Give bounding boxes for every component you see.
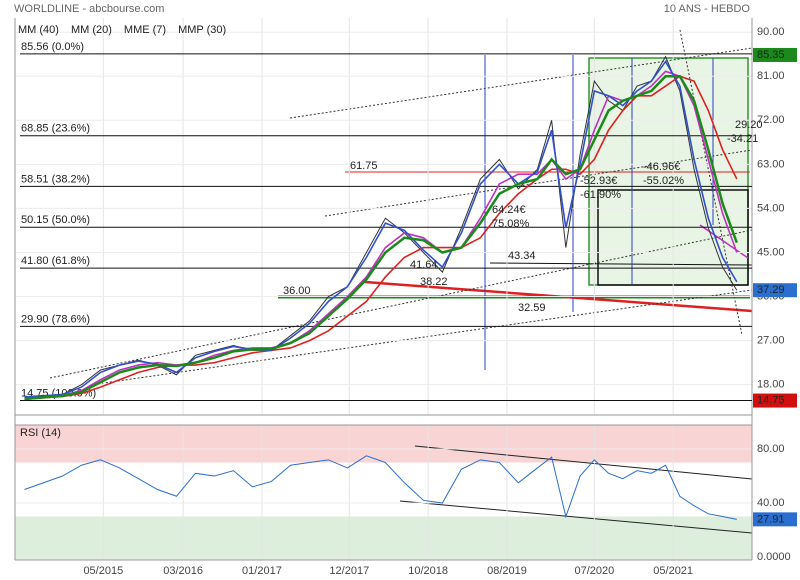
annotation: -46.96€ — [643, 161, 680, 173]
price-tag-label: 27.91 — [757, 513, 785, 525]
y-tick-label: 81.00 — [757, 70, 785, 82]
price-tag — [753, 47, 797, 62]
chart-subtitle: 10 ANS - HEBDO — [664, 3, 751, 15]
y-tick-label: 40.00 — [757, 497, 785, 509]
fib-label: 58.51 (38.2%) — [21, 173, 90, 185]
x-tick-label: 05/2015 — [83, 565, 123, 577]
axes — [14, 18, 753, 561]
y-tick-label: 18.00 — [757, 379, 785, 391]
legend-entry: MME (7) — [124, 24, 166, 36]
legend-entry: MMP (30) — [178, 24, 226, 36]
annotation: -55.02% — [643, 175, 684, 187]
chart-title: WORLDLINE - abcbourse.com — [14, 3, 164, 15]
annotation: 43.34 — [508, 250, 536, 262]
price-tag-label: 14.75 — [757, 394, 785, 406]
legend-entry: MM (20) — [71, 24, 112, 36]
rsi-title: RSI (14) — [20, 427, 61, 439]
annotation: -52.93€ — [580, 175, 617, 187]
drawings — [15, 18, 753, 560]
price-tag — [753, 512, 797, 527]
price-tag-label: 37.29 — [757, 284, 785, 296]
fib-label: 50.15 (50.0%) — [21, 214, 90, 226]
y-tick-label: 80.00 — [757, 443, 785, 455]
annotation: -61.90% — [580, 189, 621, 201]
ma-line — [24, 75, 738, 401]
fib-label: 41.80 (61.8%) — [21, 255, 90, 267]
fib-label: 85.56 (0.0%) — [21, 41, 84, 53]
annotation: 64.24€ — [492, 204, 526, 216]
x-tick-label: 01/2017 — [242, 565, 282, 577]
x-tick-label: 12/2017 — [329, 565, 369, 577]
x-tick-label: 05/2021 — [653, 565, 693, 577]
annotation: 32.59 — [518, 302, 546, 314]
annotation: 38.22 — [420, 276, 448, 288]
annotation: 29.20 — [735, 119, 763, 131]
y-tick-label: 54.00 — [757, 202, 785, 214]
overbought-zone — [15, 425, 752, 463]
price-tag-label: 85.35 — [757, 49, 785, 61]
y-tick-label: 72.00 — [757, 114, 785, 126]
fib-label: 68.85 (23.6%) — [21, 123, 90, 135]
legend-entry: MM (40) — [18, 24, 59, 36]
annotation: 61.75 — [350, 160, 378, 172]
annotation: 36.00 — [283, 285, 311, 297]
annotation: 75.08% — [492, 218, 530, 230]
x-tick-label: 08/2019 — [487, 565, 527, 577]
annotation: 41.64 — [410, 259, 438, 271]
x-tick-label: 07/2020 — [574, 565, 614, 577]
annotation: -34.21 — [727, 133, 758, 145]
price-tag — [753, 393, 797, 408]
x-tick-label: 10/2018 — [408, 565, 448, 577]
price-tag — [753, 283, 797, 298]
price-line — [24, 455, 737, 520]
x-tick-label: 03/2016 — [163, 565, 203, 577]
oversold-zone — [15, 516, 752, 560]
y-tick-label: 90.00 — [757, 26, 785, 38]
y-tick-label: 45.00 — [757, 246, 785, 258]
y-tick-label: 27.00 — [757, 334, 785, 346]
y-tick-label: 0.0000 — [757, 551, 791, 563]
y-tick-label: 63.00 — [757, 158, 785, 170]
fib-label: 29.90 (78.6%) — [21, 313, 90, 325]
